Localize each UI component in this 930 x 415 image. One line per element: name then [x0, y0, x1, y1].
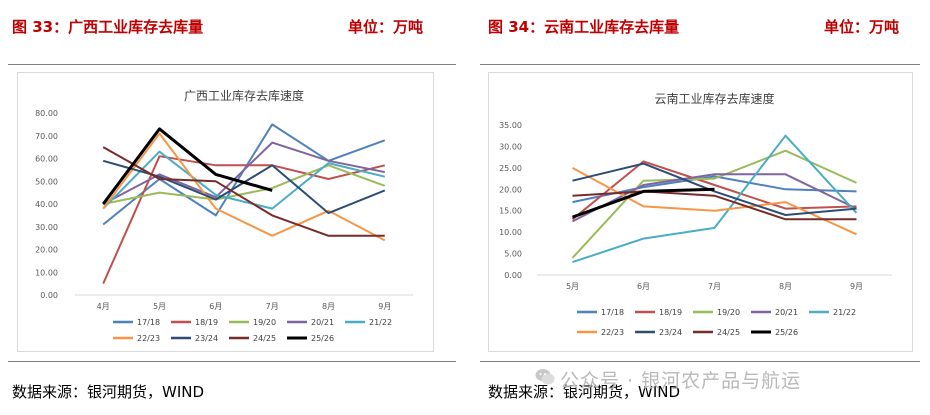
legend-item-19-20: 19/20 [229, 318, 276, 327]
series-line-21-22 [572, 134, 858, 264]
legend-label: 22/23 [137, 334, 160, 343]
legend-item-21-22: 21/22 [809, 308, 856, 317]
series-line-18-19 [102, 155, 386, 285]
legend-label: 19/20 [717, 308, 740, 317]
legend-label: 25/26 [775, 328, 798, 337]
legend-label: 21/22 [833, 308, 856, 317]
series-line-17-18 [102, 123, 386, 226]
legend-item-24-25: 24/25 [229, 334, 276, 343]
y-tick-label: 10.00 [35, 268, 58, 277]
x-tick-label: 8月 [779, 282, 792, 291]
y-tick-label: 25.00 [499, 164, 522, 173]
legend-label: 23/24 [195, 334, 218, 343]
legend-item-25-26: 25/26 [751, 328, 798, 337]
legend-label: 18/19 [659, 308, 682, 317]
series-line-18-19 [571, 160, 857, 221]
y-tick-label: 30.00 [499, 142, 522, 151]
legend-item-17-18: 17/18 [113, 318, 160, 327]
x-tick-label: 8月 [322, 302, 335, 311]
legend-item-22-23: 22/23 [577, 328, 624, 337]
series-line-23-24 [572, 162, 857, 216]
y-tick-label: 30.00 [35, 223, 58, 232]
watermark-text: 公众号 · 银河农产品与航运 [560, 370, 802, 392]
figure-33-unit: 单位：万吨 [348, 18, 424, 36]
series-line-17-18 [572, 175, 857, 204]
chart-yunnan: 云南工业库存去库速度 0.00 5.00 10.00 15.00 20.00 25.00 30… [488, 72, 913, 352]
figure-34-bottom-divider [480, 361, 920, 362]
legend-item-18-19: 18/19 [635, 308, 682, 317]
y-tick-label: 35.00 [499, 121, 522, 130]
legend-label: 22/23 [601, 328, 624, 337]
legend-item-24-25: 24/25 [693, 328, 740, 337]
legend-item-20-21: 20/21 [287, 318, 334, 327]
y-tick-label: 15.00 [499, 207, 522, 216]
legend-item-23-24: 23/24 [635, 328, 682, 337]
series-line-20-21 [102, 141, 385, 205]
y-tick-label: 70.00 [35, 132, 58, 141]
legend-item-17-18: 17/18 [577, 308, 624, 317]
y-tick-label: 60.00 [35, 155, 58, 164]
y-tick-label: 10.00 [499, 228, 522, 237]
figure-34-title: 图 34：云南工业库存去库量 [488, 18, 680, 36]
legend-label: 21/22 [369, 318, 392, 327]
figure-34-divider [480, 64, 920, 65]
x-tick-label: 6月 [209, 302, 222, 311]
y-tick-label: 0.00 [504, 271, 522, 280]
y-tick-label: 20.00 [35, 246, 58, 255]
figure-33-source: 数据来源：银河期货，WIND [12, 383, 205, 401]
figure-33-divider [8, 64, 456, 65]
legend-item-25-26: 25/26 [287, 334, 334, 343]
chart-yunnan-svg: 云南工业库存去库速度 0.00 5.00 10.00 15.00 20.00 25.00 30… [499, 91, 892, 337]
y-tick-label: 20.00 [499, 185, 522, 194]
series-line-19-20 [103, 164, 386, 205]
legend-label: 20/21 [775, 308, 798, 317]
series-line-20-21 [572, 173, 857, 223]
x-tick-label: 5月 [153, 302, 166, 311]
x-tick-label: 9月 [378, 302, 391, 311]
legend-label: 18/19 [195, 318, 218, 327]
legend-label: 25/26 [311, 334, 334, 343]
x-tick-label: 6月 [637, 282, 650, 291]
series-line-25-26 [101, 127, 273, 205]
legend-label: 23/24 [659, 328, 682, 337]
legend-label: 17/18 [137, 318, 160, 327]
x-tick-label: 9月 [850, 282, 863, 291]
chart-guangxi-svg: 广西工业库存去库速度 0.00 10.00 20.00 30.00 40.00 50.00 6… [35, 88, 413, 343]
y-tick-label: 40.00 [35, 200, 58, 209]
y-tick-label: 80.00 [35, 109, 58, 118]
x-tick-label: 7月 [708, 282, 721, 291]
legend-label: 20/21 [311, 318, 334, 327]
chart-title: 广西工业库存去库速度 [184, 88, 304, 103]
chart-guangxi: 广西工业库存去库速度 0.00 10.00 20.00 30.00 40.00 50.00 6… [17, 72, 434, 352]
series-line-24-25 [102, 146, 385, 237]
figure-33-title: 图 33：广西工业库存去库量 [12, 18, 204, 36]
x-tick-label: 7月 [266, 302, 279, 311]
series-line-24-25 [572, 190, 857, 221]
legend-label: 19/20 [253, 318, 276, 327]
y-tick-label: 0.00 [40, 291, 58, 300]
figure-34-source: 数据来源：银河期货，WIND [488, 383, 681, 401]
legend-item-22-23: 22/23 [113, 334, 160, 343]
legend-label: 17/18 [601, 308, 624, 317]
chart-title: 云南工业库存去库速度 [654, 91, 774, 106]
legend-item-20-21: 20/21 [751, 308, 798, 317]
x-tick-label: 5月 [566, 282, 579, 291]
series-line-25-26 [571, 187, 715, 219]
legend-label: 24/25 [717, 328, 740, 337]
figure-34-unit: 单位：万吨 [824, 18, 900, 36]
legend-item-23-24: 23/24 [171, 334, 218, 343]
y-tick-label: 50.00 [35, 177, 58, 186]
figure-33-bottom-divider [8, 361, 456, 362]
series-line-22-23 [102, 132, 386, 242]
legend-item-18-19: 18/19 [171, 318, 218, 327]
series-line-21-22 [102, 150, 386, 210]
legend-item-21-22: 21/22 [345, 318, 392, 327]
legend-label: 24/25 [253, 334, 276, 343]
x-tick-label: 4月 [97, 302, 110, 311]
y-tick-label: 5.00 [504, 250, 522, 259]
legend-item-19-20: 19/20 [693, 308, 740, 317]
wechat-icon [535, 369, 555, 385]
